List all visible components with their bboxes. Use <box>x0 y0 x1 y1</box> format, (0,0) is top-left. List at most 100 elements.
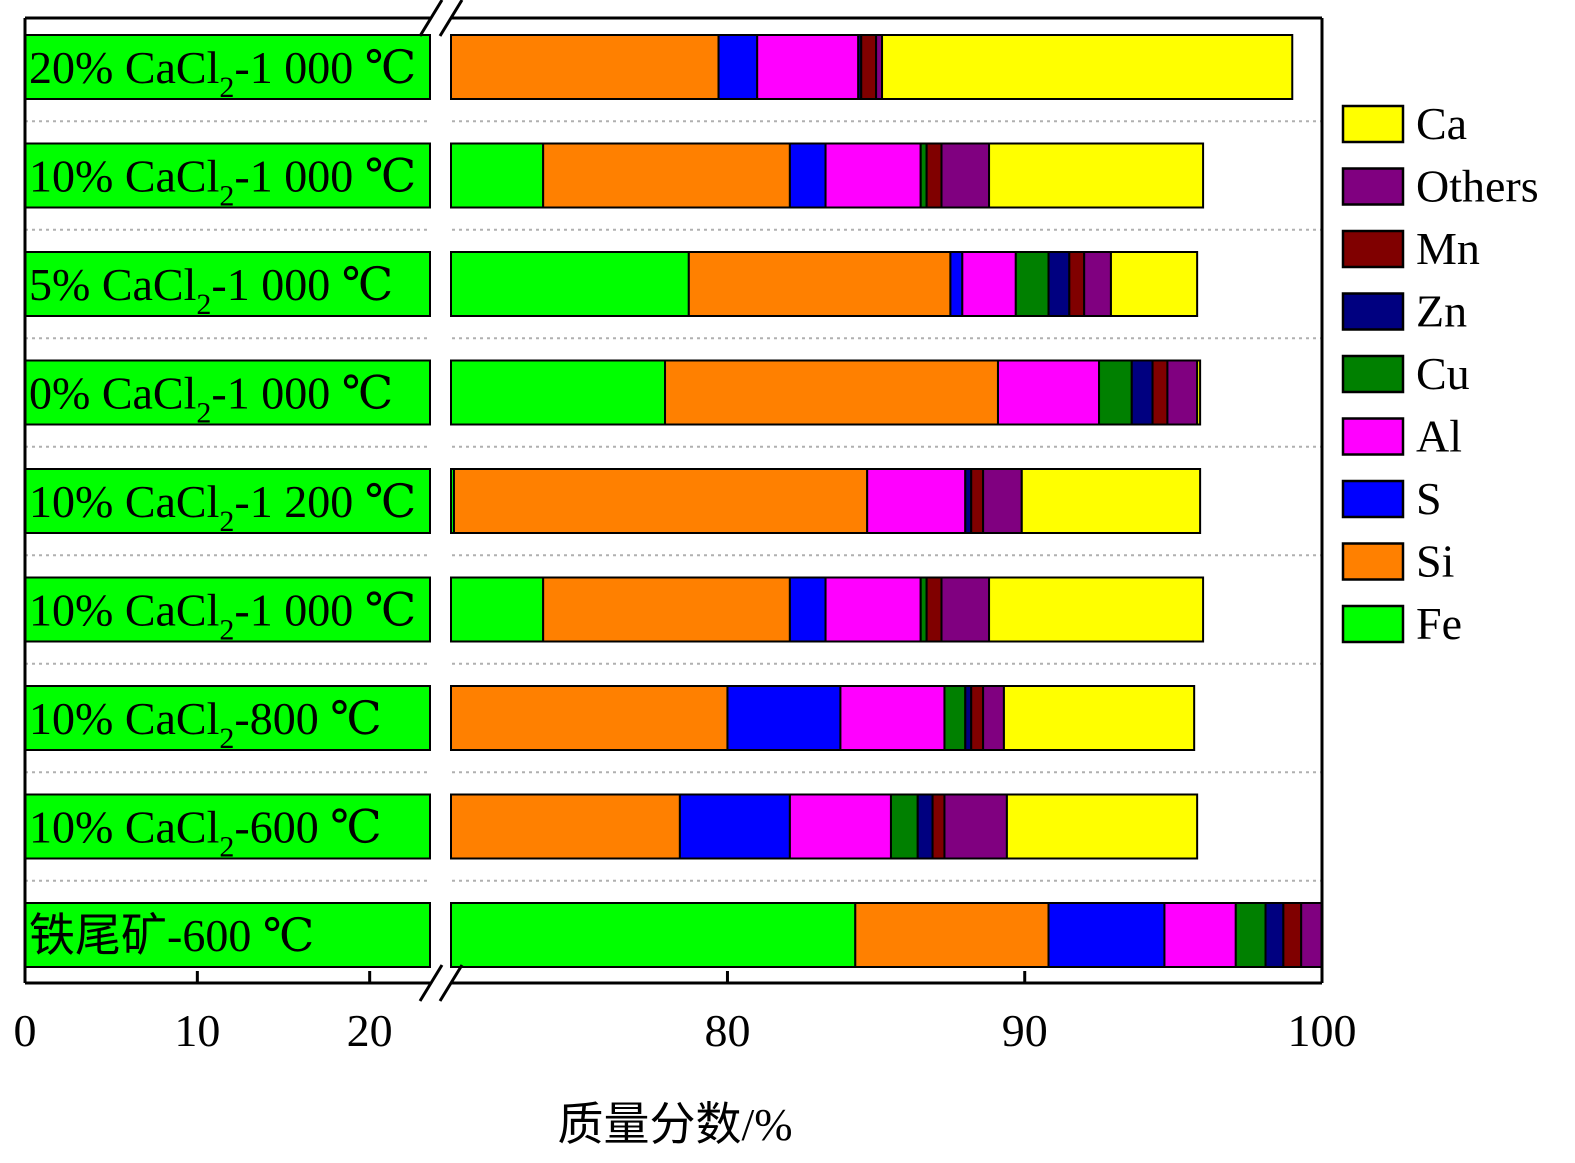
bar-segment-al <box>996 359 1101 426</box>
legend: Ca Others Mn Zn Cu Al S Si Fe <box>1341 98 1539 649</box>
bar-segment-al <box>961 251 1017 317</box>
plot-frame <box>23 0 1324 1002</box>
bar-segment-ca <box>1002 685 1196 751</box>
bar-segment-si <box>854 902 1050 968</box>
bar-segment-others <box>1166 359 1199 426</box>
legend-swatch <box>1341 604 1405 644</box>
bar-segment-fe <box>450 576 545 643</box>
bar-segment-fe <box>24 34 431 100</box>
bar-row: 5% CaCl2-1 000 ℃ <box>24 251 1199 321</box>
bar-segment-fe <box>450 902 857 968</box>
legend-item: Ca <box>1341 98 1467 149</box>
bar-segment-s <box>788 142 827 209</box>
bar-segment-mn <box>931 793 946 860</box>
legend-item: Cu <box>1341 348 1470 399</box>
bar-segment-fe <box>450 251 690 317</box>
bar-segment-s <box>949 251 964 317</box>
bar-segment-fe <box>24 576 431 643</box>
bar-segment-others <box>940 142 991 209</box>
bar-segment-others <box>982 468 1023 534</box>
category-label: 5% CaCl2-1 000 ℃ <box>29 259 393 321</box>
category-label: 10% CaCl2-1 000 ℃ <box>29 585 416 647</box>
bar-segment-al <box>839 685 946 751</box>
x-tick-label: 100 <box>1288 1005 1357 1056</box>
bar-segment-cu <box>1234 902 1267 968</box>
bar-segment-al <box>788 793 892 860</box>
bar-segment-s <box>788 576 827 643</box>
bar-segment-fe <box>24 142 431 209</box>
legend-label: Ca <box>1416 98 1467 149</box>
bar-segment-fe <box>24 685 431 751</box>
category-label: 铁尾矿-600 ℃ <box>29 910 314 961</box>
bar-segment-ca <box>1196 359 1202 426</box>
axis-break-mark <box>438 964 464 1002</box>
bar-segment-ca <box>1109 251 1199 317</box>
bar-segment-al <box>824 576 922 643</box>
bar-segment-mn <box>860 34 878 100</box>
category-label: 10% CaCl2-1 200 ℃ <box>29 476 416 538</box>
bar-segment-fe <box>450 142 545 209</box>
x-axis-title: 质量分数/% <box>557 1099 792 1150</box>
category-label: 10% CaCl2-1 000 ℃ <box>29 151 416 213</box>
row-separators <box>25 120 1322 882</box>
x-axis: 0 10 20 80 90 100 <box>14 971 1357 1056</box>
bar-segment-al <box>866 468 967 534</box>
legend-label: Fe <box>1416 598 1462 649</box>
legend-item: S <box>1341 473 1442 524</box>
bar-row: 0% CaCl2-1 000 ℃ <box>24 359 1202 430</box>
bar-segment-al <box>1163 902 1237 968</box>
axis-break-mark <box>418 964 444 1002</box>
legend-item: Others <box>1341 161 1539 212</box>
legend-item: Mn <box>1341 223 1480 274</box>
bar-row: 铁尾矿-600 ℃ <box>24 902 1324 968</box>
bar-segment-si <box>542 142 791 209</box>
bar-segment-others <box>1300 902 1324 968</box>
legend-label: Mn <box>1416 223 1480 274</box>
bar-row: 10% CaCl2-1 000 ℃ <box>24 576 1205 647</box>
bar-segment-zn <box>1264 902 1285 968</box>
category-label: 10% CaCl2-800 ℃ <box>29 693 382 755</box>
category-label: 10% CaCl2-600 ℃ <box>29 802 382 864</box>
legend-swatch <box>1341 104 1405 144</box>
legend-label: Al <box>1416 411 1462 462</box>
legend-swatch <box>1341 354 1405 394</box>
legend-label: Others <box>1416 161 1539 212</box>
legend-swatch <box>1341 292 1405 331</box>
legend-label: S <box>1416 473 1442 524</box>
bar-segment-si <box>452 468 869 534</box>
bar-segment-si <box>664 359 999 426</box>
bar-row: 10% CaCl2-600 ℃ <box>24 793 1199 864</box>
bar-row: 10% CaCl2-800 ℃ <box>24 685 1196 755</box>
legend-item: Al <box>1341 411 1462 462</box>
legend-label: Si <box>1416 536 1454 587</box>
legend-swatch <box>1341 167 1405 206</box>
bar-segment-mn <box>970 468 985 534</box>
bar-segment-s <box>717 34 759 100</box>
bar-segment-others <box>1083 251 1112 317</box>
bar-segment-fe <box>450 359 667 426</box>
x-tick-label: 20 <box>347 1005 393 1056</box>
legend-swatch <box>1341 542 1405 581</box>
bar-segment-cu <box>1098 359 1133 426</box>
legend-label: Zn <box>1416 286 1467 337</box>
bar-segment-mn <box>970 685 985 751</box>
category-label: 20% CaCl2-1 000 ℃ <box>29 42 416 104</box>
legend-label: Cu <box>1416 348 1470 399</box>
bar-row: 10% CaCl2-1 000 ℃ <box>24 142 1205 213</box>
legend-item: Zn <box>1341 286 1467 337</box>
bar-segment-al <box>756 34 860 100</box>
legend-swatch <box>1341 417 1405 456</box>
bar-segment-ca <box>1005 793 1199 860</box>
bar-segment-al <box>824 142 922 209</box>
x-tick-label: 90 <box>1002 1005 1048 1056</box>
legend-item: Si <box>1341 536 1454 587</box>
axis-break-mark <box>418 0 444 37</box>
bar-segment-others <box>943 793 1008 860</box>
legend-item: Fe <box>1341 598 1462 649</box>
bar-segment-mn <box>1151 359 1169 426</box>
bar-segment-ca <box>988 576 1205 643</box>
bar-segment-others <box>940 576 991 643</box>
x-tick-label: 0 <box>14 1005 37 1056</box>
bar-segment-si <box>542 576 791 643</box>
